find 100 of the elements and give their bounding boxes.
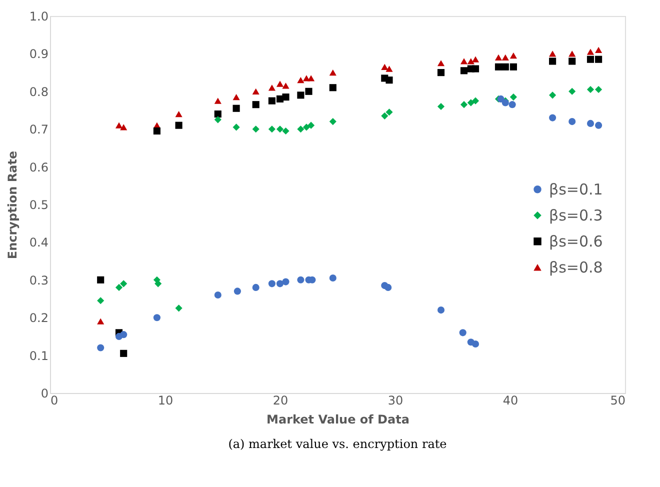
point — [297, 126, 304, 133]
point — [153, 127, 160, 135]
point — [252, 88, 260, 94]
legend-label: βs=0.6 — [549, 232, 603, 250]
point — [297, 77, 304, 84]
point — [308, 122, 315, 129]
point — [282, 82, 290, 89]
point — [97, 276, 104, 284]
point — [175, 110, 182, 118]
point — [472, 56, 480, 62]
y-tick-label: 0.6 — [29, 160, 48, 174]
y-tick-label: 1.0 — [29, 10, 48, 24]
point — [97, 318, 104, 324]
x-tick-label: 50 — [610, 394, 626, 408]
point — [214, 110, 222, 118]
point — [120, 280, 128, 288]
point — [384, 284, 392, 291]
point — [268, 84, 276, 91]
point — [252, 126, 260, 133]
point — [329, 84, 336, 92]
point — [329, 118, 336, 126]
point — [252, 284, 260, 291]
point — [549, 58, 556, 65]
point — [276, 126, 284, 133]
point — [568, 88, 576, 95]
point — [268, 97, 276, 104]
point — [497, 95, 504, 102]
point — [386, 66, 393, 72]
x-tick-label: 10 — [158, 394, 174, 408]
y-tick-label: 0.2 — [29, 311, 48, 326]
point — [510, 52, 517, 59]
legend-label: βs=0.8 — [549, 258, 603, 276]
y-tick-label: 0.5 — [29, 198, 48, 212]
point — [120, 331, 128, 338]
point — [508, 101, 516, 108]
point — [268, 280, 276, 288]
point — [97, 297, 104, 304]
point — [276, 280, 284, 288]
y-tick-label: 0.3 — [29, 273, 48, 288]
point — [460, 67, 468, 74]
point — [297, 276, 304, 284]
point — [595, 46, 602, 53]
point — [115, 122, 123, 128]
point — [329, 69, 336, 76]
point — [549, 114, 556, 122]
point — [120, 350, 128, 357]
point — [586, 48, 594, 55]
point — [120, 124, 128, 130]
point — [595, 86, 602, 94]
point — [595, 122, 602, 129]
point — [386, 76, 393, 84]
point — [568, 50, 576, 57]
point — [234, 288, 241, 295]
point — [549, 92, 556, 99]
point — [459, 329, 466, 336]
point — [154, 280, 162, 288]
x-tick-label: 0 — [50, 394, 58, 408]
point — [175, 122, 182, 129]
legend-label: βs=0.3 — [549, 206, 603, 224]
point — [595, 56, 602, 63]
point — [437, 69, 445, 76]
point — [502, 54, 509, 61]
point — [381, 64, 388, 70]
point — [472, 340, 480, 348]
point — [460, 58, 468, 64]
text: (a) market value vs. encryption rate — [228, 437, 447, 451]
x-tick-label: 40 — [502, 394, 518, 408]
point — [568, 118, 576, 126]
y-tick-label: 0.1 — [29, 348, 48, 363]
point — [437, 102, 445, 110]
point — [302, 124, 310, 131]
point — [308, 75, 315, 82]
point — [586, 86, 594, 94]
point — [297, 92, 304, 99]
point — [214, 116, 222, 124]
point — [305, 88, 312, 95]
point — [472, 97, 480, 104]
point — [282, 94, 290, 101]
point — [276, 80, 284, 87]
point — [214, 98, 222, 104]
point — [494, 63, 502, 70]
point — [282, 278, 290, 286]
point — [115, 284, 123, 291]
y-tick-label: 0.7 — [29, 122, 48, 137]
point — [381, 112, 388, 120]
point — [232, 124, 240, 131]
point — [437, 60, 445, 66]
point — [329, 274, 336, 282]
point — [252, 101, 260, 108]
x-tick-label: 30 — [388, 394, 404, 408]
point — [232, 104, 240, 112]
point — [232, 94, 240, 100]
point — [282, 127, 290, 135]
y-tick-label: 0.8 — [29, 84, 48, 99]
point — [502, 63, 509, 70]
point — [510, 63, 517, 70]
point — [437, 306, 445, 314]
x-axis-title: Market Value of Data — [266, 412, 410, 426]
point — [153, 314, 160, 322]
point — [549, 50, 556, 57]
